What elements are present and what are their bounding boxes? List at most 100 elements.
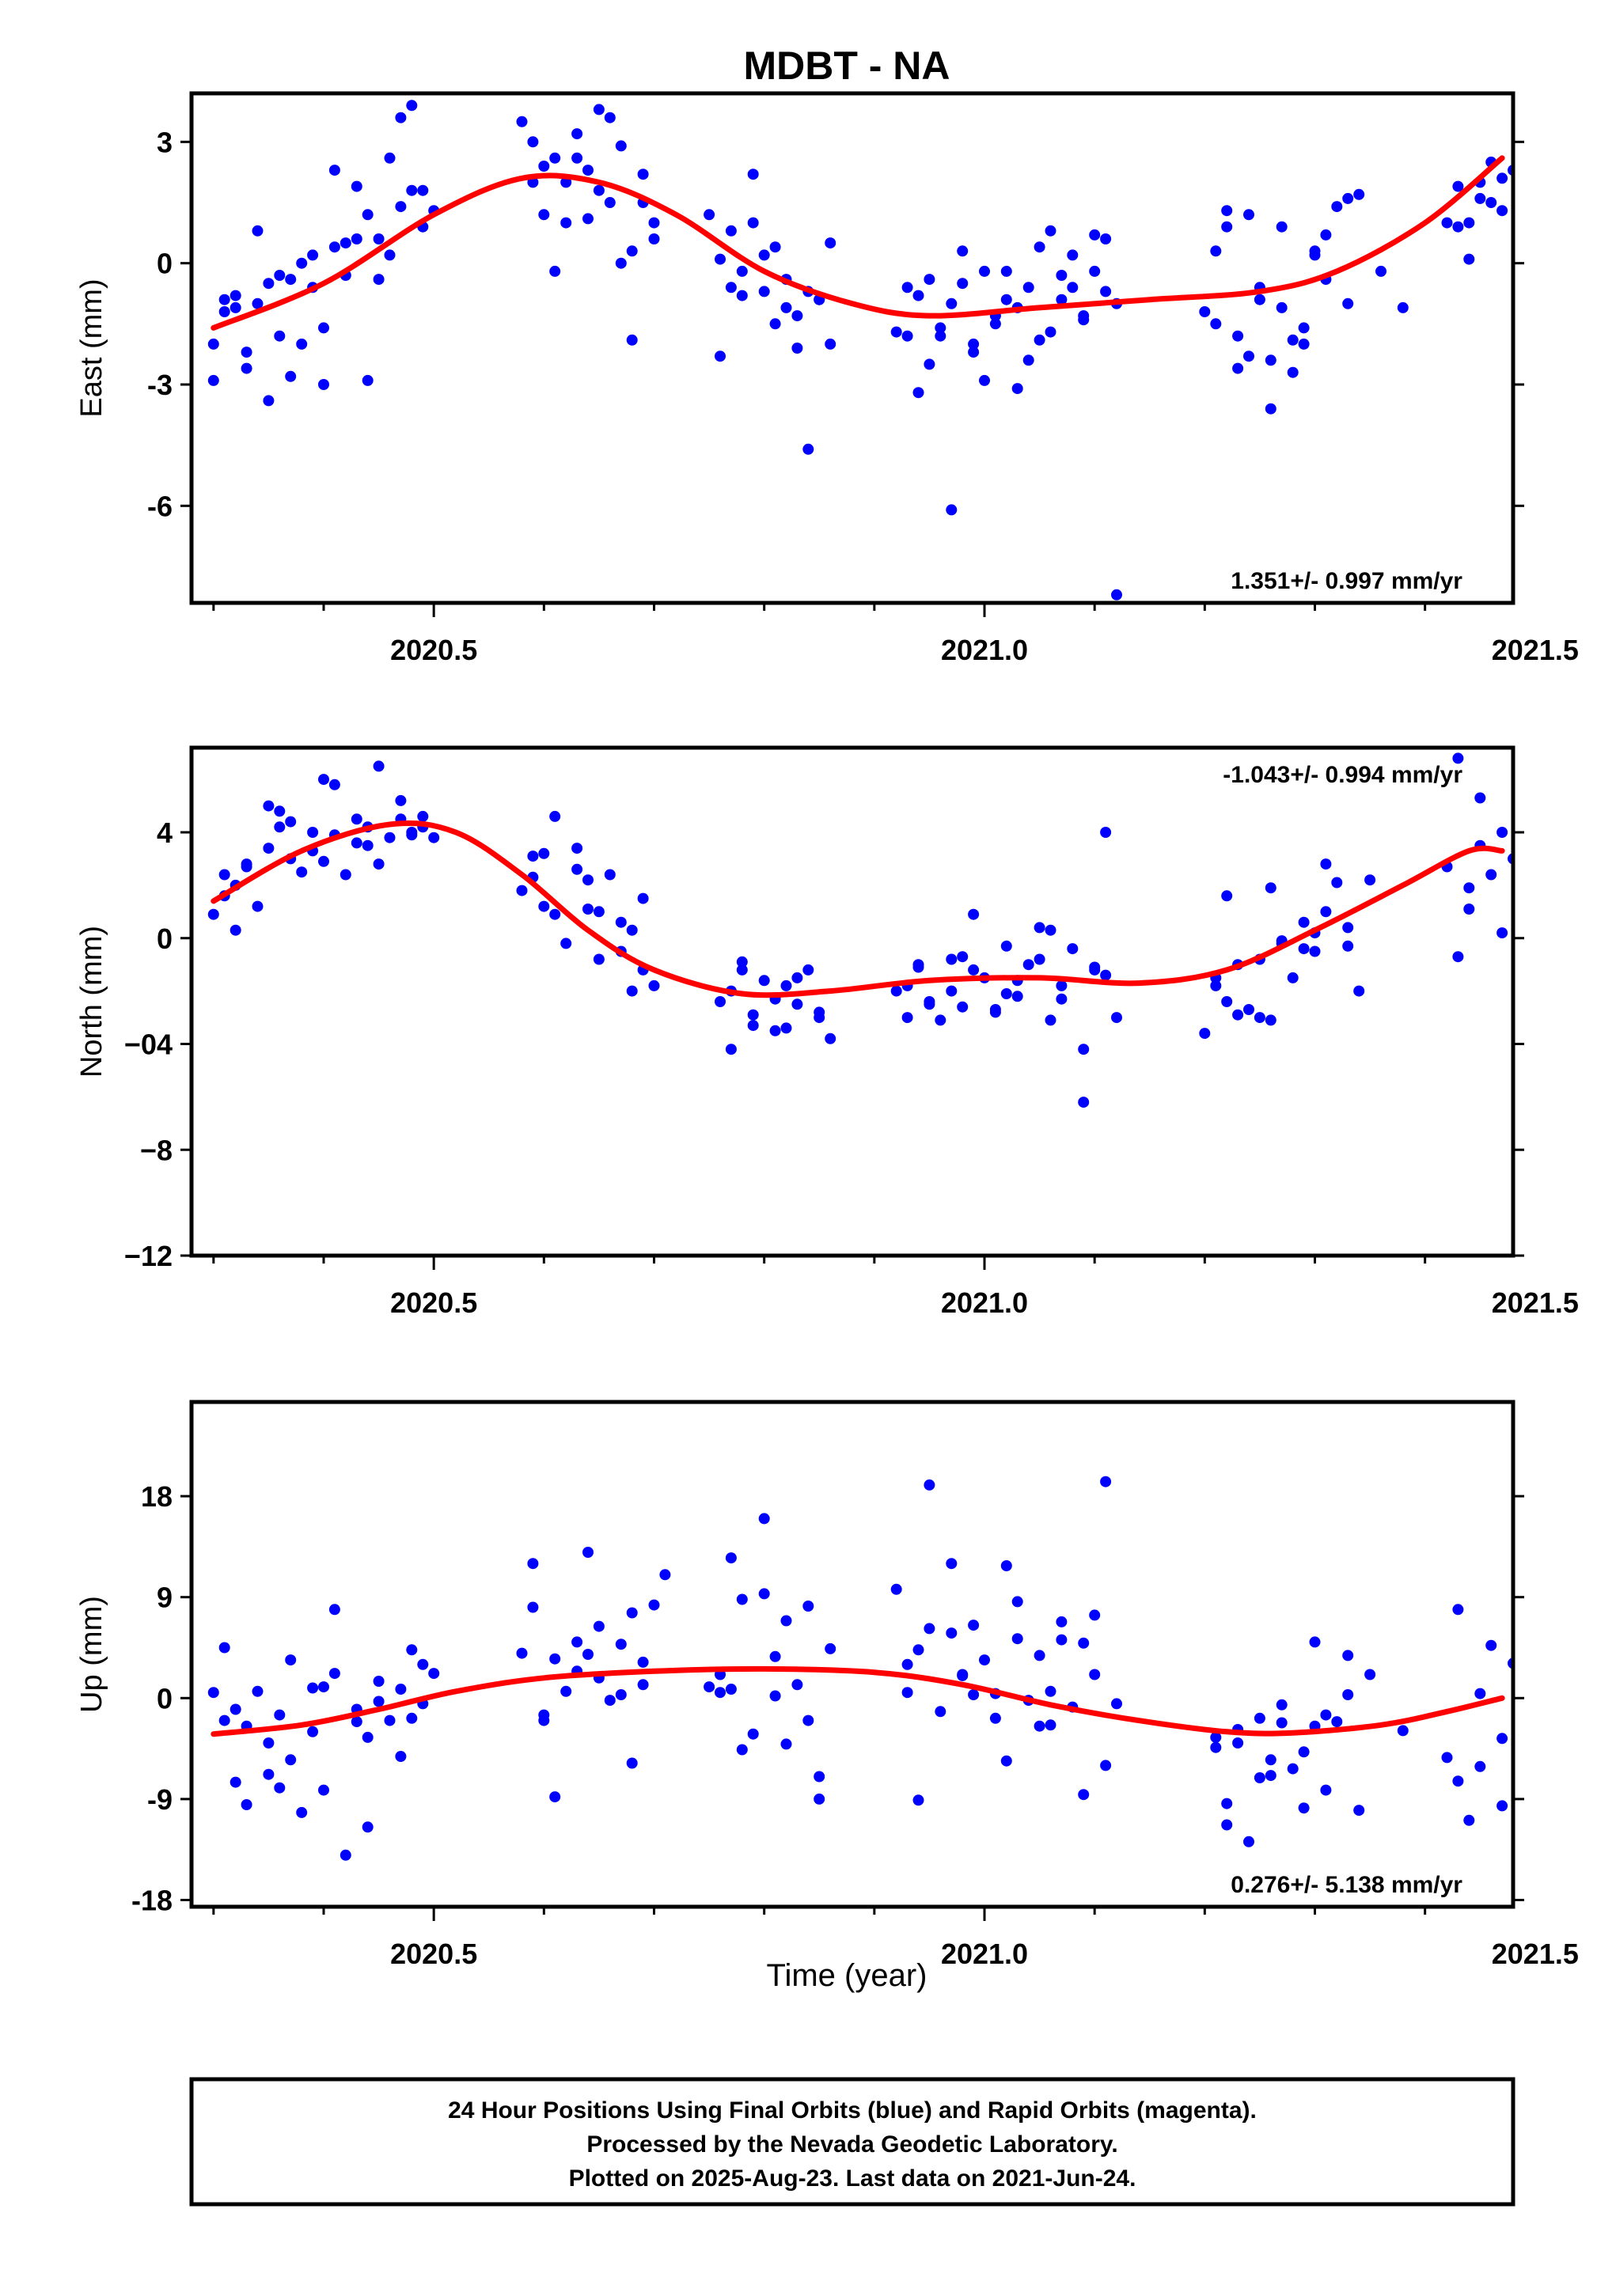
data-point xyxy=(780,1022,792,1034)
data-point xyxy=(362,839,374,851)
data-point xyxy=(560,217,572,229)
data-point xyxy=(1320,858,1332,870)
data-point xyxy=(1056,270,1068,281)
y-tick-label: 3 xyxy=(157,126,173,158)
data-point xyxy=(549,810,561,822)
data-point xyxy=(802,443,814,455)
data-point xyxy=(1276,1699,1288,1711)
data-point xyxy=(1221,1819,1233,1831)
data-point xyxy=(207,1687,219,1699)
data-point xyxy=(1089,229,1101,241)
data-point xyxy=(1111,1012,1122,1024)
data-point xyxy=(1254,1012,1265,1024)
data-point xyxy=(626,1607,638,1619)
data-point xyxy=(571,843,583,854)
data-point xyxy=(1496,172,1508,184)
data-point xyxy=(538,900,550,912)
data-point xyxy=(626,334,638,346)
data-point xyxy=(1254,1712,1265,1724)
data-point xyxy=(428,832,440,843)
data-point xyxy=(406,184,418,196)
data-point xyxy=(328,165,340,176)
data-point xyxy=(758,249,770,261)
panel-2: 4 0 −04 −8 −12 2020.5 2021.0 2021.5 North (mm) -1… xyxy=(75,745,1579,1319)
data-point xyxy=(274,330,286,342)
data-point xyxy=(1331,1716,1343,1728)
data-point xyxy=(1397,301,1409,313)
y-tick-label: 0 xyxy=(157,248,173,280)
data-point xyxy=(912,1644,924,1656)
data-point xyxy=(571,152,583,164)
data-point xyxy=(1474,192,1486,204)
data-point xyxy=(1000,1560,1012,1571)
data-point xyxy=(516,885,528,896)
data-point xyxy=(318,1784,329,1796)
data-point xyxy=(615,1689,627,1700)
data-point xyxy=(406,1712,418,1724)
data-point xyxy=(1298,338,1310,350)
data-point xyxy=(1452,1604,1464,1616)
footer-box: 24 Hour Positions Using Final Orbits (bl… xyxy=(189,2077,1515,2207)
data-point xyxy=(582,874,594,886)
data-point xyxy=(1485,1639,1497,1651)
x-tick-label: 2021.5 xyxy=(1492,1286,1579,1319)
data-point xyxy=(825,1642,836,1654)
data-point xyxy=(924,274,935,286)
data-point xyxy=(1463,217,1475,229)
data-point xyxy=(1298,943,1310,955)
data-point xyxy=(1100,827,1112,838)
data-point xyxy=(318,855,329,867)
data-point xyxy=(1056,979,1068,991)
data-point xyxy=(626,245,638,257)
data-point xyxy=(1078,310,1090,322)
data-point xyxy=(1034,241,1045,253)
data-point xyxy=(1298,916,1310,928)
data-point xyxy=(1342,940,1354,952)
x-tick-label: 2020.5 xyxy=(390,1938,477,1970)
data-point xyxy=(560,938,572,949)
data-point xyxy=(229,924,241,936)
data-point xyxy=(285,1754,297,1766)
data-point xyxy=(296,866,308,878)
data-point xyxy=(758,975,770,987)
data-point xyxy=(979,265,990,277)
y-tick-label: -3 xyxy=(147,369,173,401)
panels: 3 0 -3 -6 2020.5 2021.0 2021.5 East (mm) 1.351+/… xyxy=(75,91,1579,1970)
data-point xyxy=(351,233,362,244)
data-point xyxy=(1045,326,1056,338)
data-point xyxy=(1221,221,1233,233)
data-point xyxy=(328,1668,340,1680)
data-point xyxy=(747,1009,759,1021)
data-point xyxy=(648,217,660,229)
data-point xyxy=(615,916,627,928)
data-point xyxy=(593,953,605,965)
data-point xyxy=(935,1706,946,1718)
data-point xyxy=(935,1014,946,1026)
data-point xyxy=(593,906,605,918)
data-point xyxy=(1011,1596,1023,1608)
data-point xyxy=(637,892,649,904)
data-point xyxy=(328,241,340,253)
data-point xyxy=(263,278,275,290)
data-point xyxy=(901,1687,913,1699)
data-point xyxy=(582,213,594,225)
y-tick-label: -9 xyxy=(147,1783,173,1816)
data-point xyxy=(1320,906,1332,918)
data-point xyxy=(582,1547,594,1558)
data-point xyxy=(218,1642,230,1654)
data-point xyxy=(1210,1741,1222,1753)
data-point xyxy=(1034,1650,1045,1661)
data-point xyxy=(946,1558,958,1570)
data-point xyxy=(307,1726,319,1737)
data-point xyxy=(704,209,715,221)
data-point xyxy=(935,330,946,342)
data-point xyxy=(1485,869,1497,881)
data-point xyxy=(1331,877,1343,888)
y-axis-label: East (mm) xyxy=(75,278,108,417)
data-point xyxy=(1011,383,1023,395)
data-point xyxy=(725,1684,737,1695)
data-point xyxy=(417,1658,429,1670)
y-tick-label: -6 xyxy=(147,490,173,522)
x-tick-label: 2021.5 xyxy=(1492,1938,1579,1970)
